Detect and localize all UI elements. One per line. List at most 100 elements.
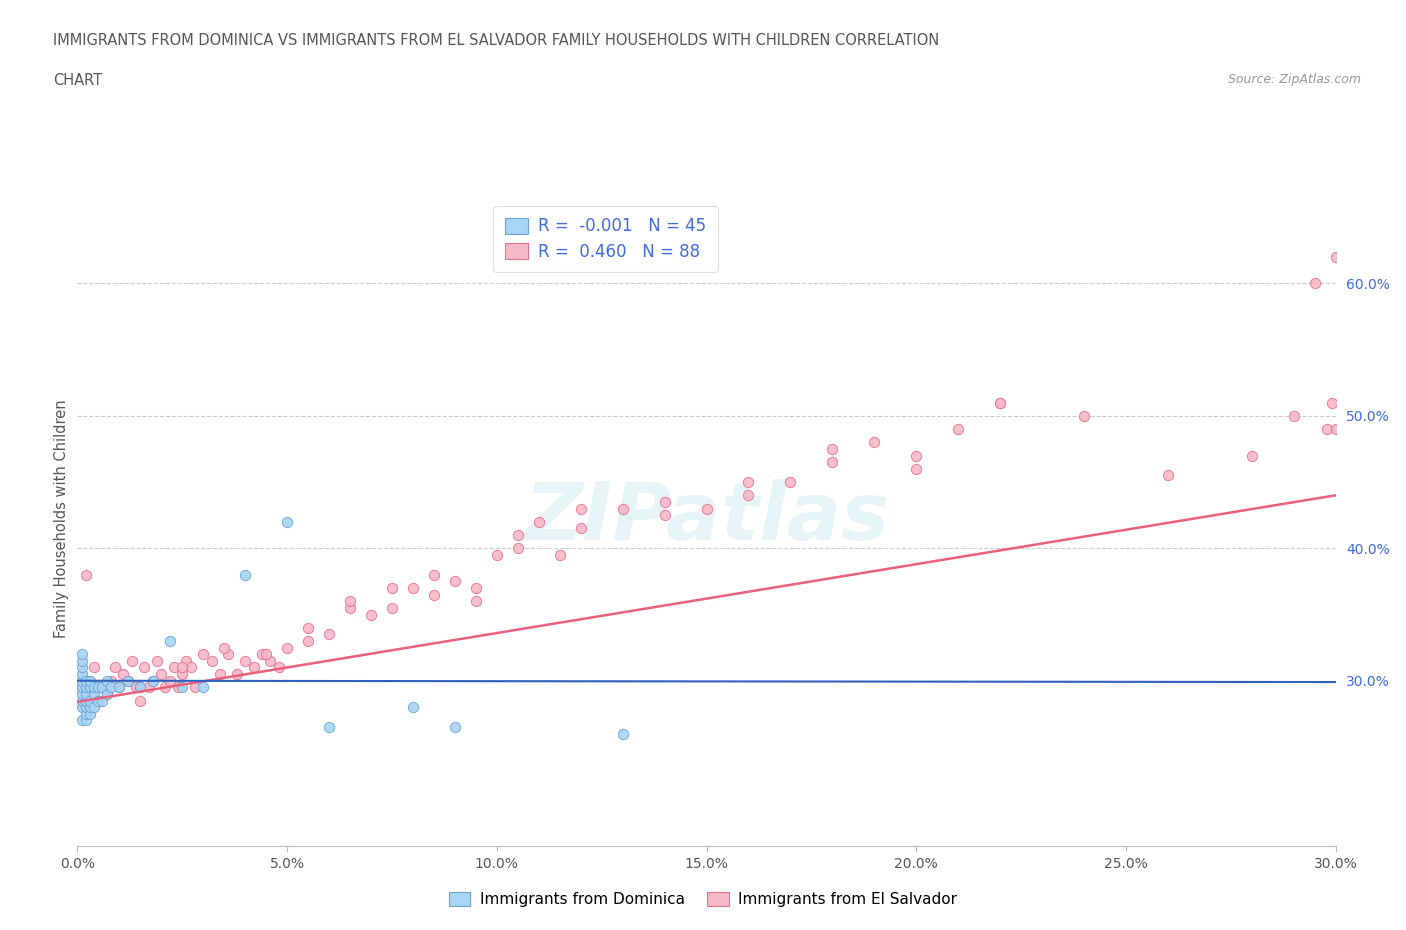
Point xyxy=(83,660,105,675)
Point xyxy=(612,501,634,516)
Point xyxy=(129,693,152,708)
Point xyxy=(79,693,101,708)
Point xyxy=(70,686,93,701)
Point xyxy=(200,654,222,669)
Point xyxy=(191,646,215,661)
Point xyxy=(83,686,105,701)
Point xyxy=(259,654,281,669)
Point xyxy=(569,521,592,536)
Point xyxy=(75,713,97,728)
Point xyxy=(444,574,467,589)
Point xyxy=(112,667,135,682)
Point xyxy=(233,654,256,669)
Point xyxy=(155,680,177,695)
Point xyxy=(297,620,319,635)
Point xyxy=(297,633,319,648)
Point xyxy=(96,686,118,701)
Point xyxy=(548,548,571,563)
Point xyxy=(318,720,340,735)
Point xyxy=(1324,421,1347,436)
Point xyxy=(159,673,181,688)
Point xyxy=(91,680,114,695)
Point xyxy=(142,673,165,688)
Point xyxy=(506,527,529,542)
Point xyxy=(129,680,152,695)
Point xyxy=(70,667,93,682)
Point xyxy=(464,594,486,609)
Point xyxy=(96,686,118,701)
Point xyxy=(75,707,97,722)
Point xyxy=(79,673,101,688)
Point xyxy=(612,726,634,741)
Point xyxy=(146,654,169,669)
Point xyxy=(225,667,247,682)
Point xyxy=(75,693,97,708)
Point xyxy=(737,488,759,503)
Point xyxy=(527,514,550,529)
Point xyxy=(180,660,202,675)
Legend: Immigrants from Dominica, Immigrants from El Salvador: Immigrants from Dominica, Immigrants fro… xyxy=(441,884,965,915)
Point xyxy=(117,673,139,688)
Legend: R =  -0.001   N = 45, R =  0.460   N = 88: R = -0.001 N = 45, R = 0.460 N = 88 xyxy=(494,206,718,272)
Point xyxy=(96,673,118,688)
Point xyxy=(1316,421,1339,436)
Point xyxy=(75,686,97,701)
Point xyxy=(254,646,277,661)
Point xyxy=(134,660,156,675)
Point xyxy=(172,667,194,682)
Point xyxy=(70,673,93,688)
Point xyxy=(70,699,93,714)
Point xyxy=(83,680,105,695)
Point xyxy=(988,395,1011,410)
Point xyxy=(79,680,101,695)
Point xyxy=(654,495,676,510)
Point xyxy=(83,699,105,714)
Y-axis label: Family Households with Children: Family Households with Children xyxy=(53,399,69,638)
Point xyxy=(172,660,194,675)
Text: IMMIGRANTS FROM DOMINICA VS IMMIGRANTS FROM EL SALVADOR FAMILY HOUSEHOLDS WITH C: IMMIGRANTS FROM DOMINICA VS IMMIGRANTS F… xyxy=(53,33,939,47)
Point xyxy=(1240,448,1263,463)
Point xyxy=(863,435,886,450)
Point xyxy=(339,601,361,616)
Point xyxy=(464,580,486,595)
Point xyxy=(381,580,404,595)
Point xyxy=(737,474,759,489)
Point xyxy=(654,508,676,523)
Point xyxy=(233,567,256,582)
Point xyxy=(100,680,122,695)
Point xyxy=(91,680,114,695)
Point xyxy=(267,660,290,675)
Point xyxy=(905,448,928,463)
Point xyxy=(423,587,446,602)
Point xyxy=(70,680,93,695)
Point xyxy=(191,680,215,695)
Point xyxy=(276,514,298,529)
Point xyxy=(87,680,110,695)
Point xyxy=(360,607,382,622)
Point xyxy=(250,646,273,661)
Point xyxy=(1324,249,1347,264)
Point xyxy=(91,693,114,708)
Point xyxy=(75,680,97,695)
Point xyxy=(402,699,425,714)
Point xyxy=(70,680,93,695)
Point xyxy=(79,699,101,714)
Point xyxy=(70,660,93,675)
Point xyxy=(276,640,298,655)
Point xyxy=(176,654,198,669)
Point xyxy=(444,720,467,735)
Point xyxy=(339,594,361,609)
Point xyxy=(821,455,844,470)
Point xyxy=(138,680,160,695)
Point xyxy=(75,699,97,714)
Point xyxy=(1157,468,1180,483)
Point xyxy=(159,633,181,648)
Point xyxy=(117,673,139,688)
Point xyxy=(129,680,152,695)
Point xyxy=(1282,408,1305,423)
Point xyxy=(381,601,404,616)
Point xyxy=(163,660,186,675)
Point xyxy=(208,667,231,682)
Point xyxy=(75,567,97,582)
Point xyxy=(948,421,970,436)
